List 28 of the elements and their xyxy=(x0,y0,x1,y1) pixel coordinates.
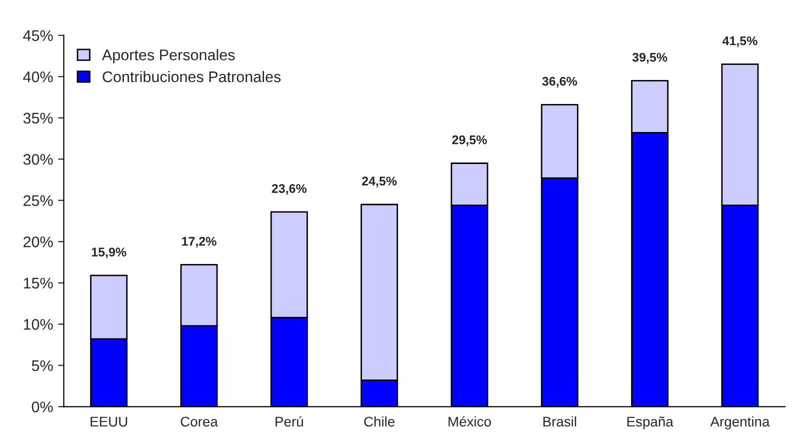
x-tick-label: España xyxy=(627,416,674,430)
x-tick-label: Brasil xyxy=(543,416,576,427)
y-tick-label: 10% xyxy=(24,319,53,330)
x-tick-label: Perú xyxy=(276,416,303,427)
y-tick-label: 5% xyxy=(32,360,53,372)
y-tick-label: 20% xyxy=(24,236,53,248)
y-tick-label: 45% xyxy=(23,30,53,42)
x-tick-label: Argentina xyxy=(710,416,770,430)
y-tick-label: 40% xyxy=(23,71,53,82)
y-tick-label: 30% xyxy=(23,154,53,165)
x-tick-label: Corea xyxy=(180,416,218,427)
total-label: 23,6% xyxy=(272,184,307,195)
total-label: 29,5% xyxy=(452,135,487,146)
total-label: 41,5% xyxy=(722,36,758,48)
x-tick-label: México xyxy=(448,416,491,427)
total-label: 36,6% xyxy=(542,76,578,88)
total-label: 39,5% xyxy=(632,52,668,64)
y-tick-label: 15% xyxy=(24,278,53,289)
total-label: 24,5% xyxy=(362,176,397,188)
y-tick-label: 0% xyxy=(32,402,53,412)
y-tick-label: 25% xyxy=(24,195,53,206)
total-label: 15,9% xyxy=(92,248,126,258)
y-tick-label: 35% xyxy=(23,112,53,124)
x-tick-label: Chile xyxy=(364,416,395,427)
legend-label: Aportes Personales xyxy=(102,49,235,64)
legend-label: Contribuciones Patronales xyxy=(102,70,281,82)
total-label: 17,2% xyxy=(182,236,216,248)
x-tick-label: EEUU xyxy=(90,416,128,427)
